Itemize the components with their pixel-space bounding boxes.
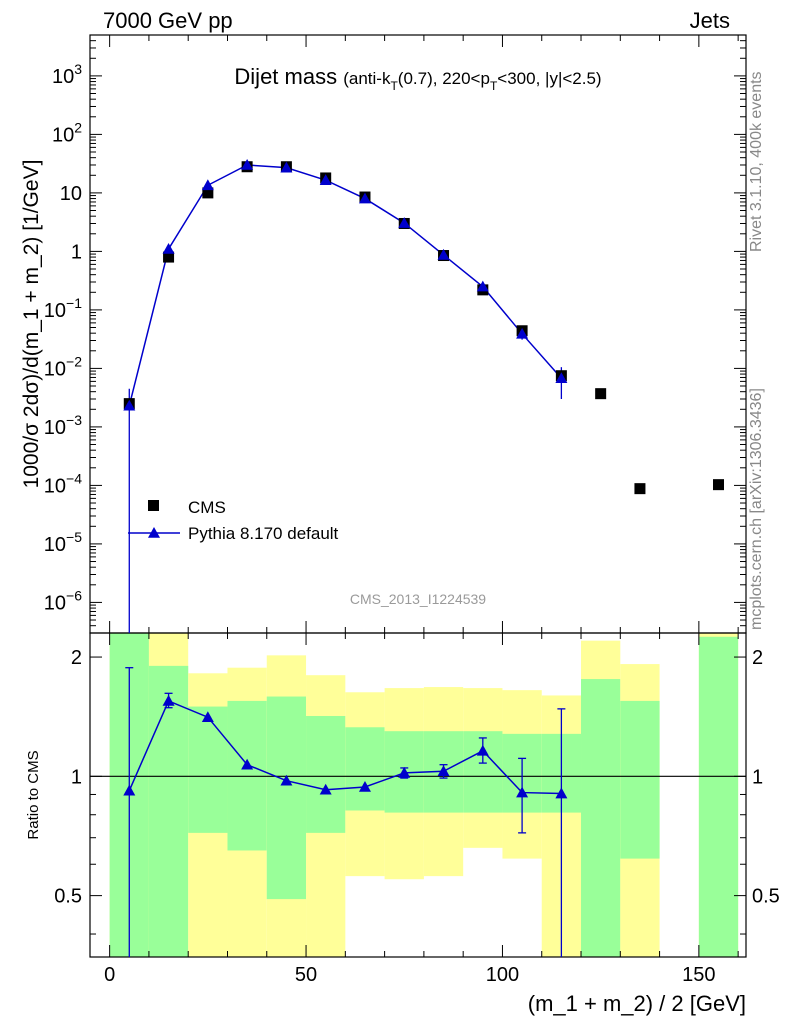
y-tick-label: 102 xyxy=(52,119,82,146)
ratio-point xyxy=(123,784,136,796)
chart-title: Dijet mass (anti-kT(0.7), 220<pT<300, |y… xyxy=(234,64,601,93)
legend-cms-label: CMS xyxy=(188,498,226,517)
main-y-axis-label: 1000/σ 2dσ)/d(m_1 + m_2) [1/GeV] xyxy=(20,160,43,489)
band-inner-6 xyxy=(345,727,385,811)
cms-point xyxy=(713,479,725,491)
cms-point xyxy=(202,187,214,199)
x-tick-label: 50 xyxy=(295,964,317,986)
main-plot-series xyxy=(123,158,725,633)
ratio-uncertainty-bands xyxy=(109,633,739,957)
y-tick-label: 1 xyxy=(71,241,82,263)
ratio-y-tick-label: 0.5 xyxy=(54,886,82,908)
ratio-point xyxy=(398,766,411,778)
y-tick-label: 10−4 xyxy=(44,470,82,497)
x-axis-label: (m_1 + m_2) / 2 [GeV] xyxy=(528,991,746,1016)
ratio-plot-series xyxy=(123,667,568,957)
main-frame xyxy=(89,34,747,634)
ratio-point xyxy=(437,765,450,777)
x-tick-label: 150 xyxy=(682,964,715,986)
ratio-point xyxy=(319,783,332,795)
mc-point xyxy=(201,179,214,191)
mc-point xyxy=(476,280,489,292)
y-tick-label: 10−6 xyxy=(44,587,82,614)
mc-point xyxy=(280,161,293,173)
mc-point xyxy=(437,248,450,260)
ratio-point xyxy=(162,694,175,706)
ratio-point xyxy=(516,786,529,798)
band-inner-12 xyxy=(581,679,621,957)
mc-point xyxy=(555,372,568,384)
cms-point xyxy=(634,483,646,495)
cms-point xyxy=(595,388,607,400)
legend-cms-marker xyxy=(148,500,159,511)
y-tick-label: 10−5 xyxy=(44,529,82,556)
band-inner-13 xyxy=(620,700,660,859)
ratio-y-tick-label: 2 xyxy=(71,647,82,669)
y-tick-label: 103 xyxy=(52,61,82,88)
legend-mc-label: Pythia 8.170 default xyxy=(188,524,339,543)
ratio-point xyxy=(280,774,293,786)
legend-mc-marker xyxy=(148,527,160,538)
ratio-y-tick-label-right: 2 xyxy=(752,647,763,669)
band-inner-14 xyxy=(698,636,739,957)
band-inner-4 xyxy=(266,696,307,900)
mc-point xyxy=(162,242,175,254)
ratio-line xyxy=(128,699,562,795)
ratio-y-axis-label: Ratio to CMS xyxy=(25,750,42,839)
y-tick-label: 10 xyxy=(60,183,82,205)
mc-point xyxy=(398,217,411,228)
ratio-y-tick-label-right: 0.5 xyxy=(752,886,780,908)
y-tick-label: 10−3 xyxy=(44,412,82,439)
x-tick-label: 100 xyxy=(486,964,519,986)
header-right: Jets xyxy=(689,8,730,33)
watermark-label: CMS_2013_I1224539 xyxy=(350,591,486,607)
y-tick-label: 10−1 xyxy=(44,295,82,322)
ratio-point xyxy=(476,744,489,756)
band-inner-5 xyxy=(306,715,346,833)
header-left: 7000 GeV pp xyxy=(103,8,233,33)
band-inner-2 xyxy=(188,706,228,833)
mc-line xyxy=(128,164,562,406)
band-inner-3 xyxy=(227,700,267,851)
band-inner-1 xyxy=(148,665,189,957)
ratio-y-tick-label: 1 xyxy=(71,766,82,788)
mc-point xyxy=(241,158,254,170)
ratio-point xyxy=(201,711,214,723)
mc-point xyxy=(319,174,332,185)
ratio-point xyxy=(358,780,371,792)
ratio-plot-frame: 0 50 100 150 2 2 1 1 0.5 0.5 xyxy=(54,632,780,986)
ratio-point xyxy=(555,787,568,799)
ratio-point xyxy=(241,758,254,770)
plot-labels: Dijet mass (anti-kT(0.7), 220<pT<300, |y… xyxy=(20,64,746,1016)
x-tick-label: 0 xyxy=(104,964,115,986)
ratio-y-tick-label-right: 1 xyxy=(752,766,763,788)
mc-point xyxy=(516,327,529,339)
y-tick-label: 10−2 xyxy=(44,353,82,380)
mc-point xyxy=(123,399,136,411)
ratio-frame xyxy=(89,632,747,958)
cms-point xyxy=(163,251,175,263)
mc-point xyxy=(358,192,371,204)
